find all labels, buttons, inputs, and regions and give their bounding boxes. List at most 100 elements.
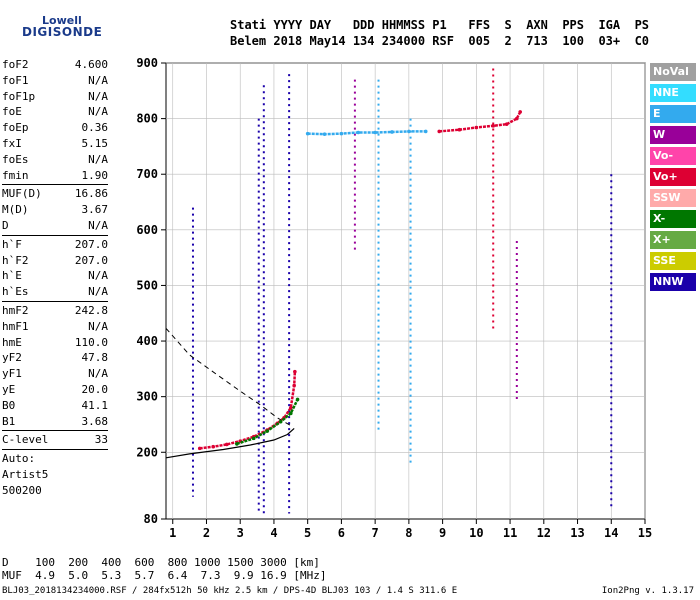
trace-point	[457, 127, 462, 132]
param-row: foEp 0.36	[2, 120, 108, 136]
y-tick-label: 800	[136, 112, 158, 126]
param-row: hmE 110.0	[2, 335, 108, 351]
param-key: foEs	[2, 152, 29, 166]
param-key: fxI	[2, 136, 22, 150]
logo-digisonde: DIGISONDE	[22, 25, 103, 39]
y-tick-label: 300	[136, 390, 158, 404]
legend-item-x-: X-	[650, 210, 696, 228]
trace-point	[295, 397, 300, 402]
param-row: fmin 1.90	[2, 168, 108, 184]
trace-point	[224, 442, 229, 447]
legend-item-vo-: Vo+	[650, 168, 696, 186]
param-key: Auto:	[2, 452, 36, 466]
y-tick-label: 500	[136, 278, 158, 292]
logo-lowell: Lowell	[42, 14, 82, 27]
param-row: yF2 47.8	[2, 350, 108, 366]
x-tick-label: 2	[203, 526, 210, 540]
x-tick-label: 1	[169, 526, 176, 540]
param-key: hmE	[2, 335, 22, 349]
param-value: N/A	[88, 105, 108, 119]
legend-item-vo-: Vo-	[650, 147, 696, 165]
trace-point	[289, 411, 293, 416]
trace-point	[293, 369, 297, 374]
trace-point	[373, 130, 377, 135]
param-row: B1 3.68	[2, 414, 108, 430]
trace-point	[251, 436, 256, 441]
x-tick-label: 5	[304, 526, 311, 540]
muf-table-line-2: MUF 4.9 5.0 5.3 5.7 6.4 7.3 9.9 16.9 [MH…	[2, 569, 327, 582]
y-tick-label: 400	[136, 334, 158, 348]
x-tick-label: 6	[338, 526, 345, 540]
trace-point	[407, 129, 411, 134]
param-value: N/A	[88, 89, 108, 103]
legend-item-nnw: NNW	[650, 273, 696, 291]
x-tick-label: 13	[570, 526, 584, 540]
param-value: N/A	[88, 73, 108, 87]
muf-table-line-1: D 100 200 400 600 800 1000 1500 3000 [km…	[2, 556, 320, 569]
x-tick-label: 14	[604, 526, 618, 540]
legend-item-sse: SSE	[650, 252, 696, 270]
param-row: foE N/A	[2, 104, 108, 120]
echo-trace	[307, 130, 426, 136]
trace-point	[305, 131, 310, 136]
param-key: foF1p	[2, 89, 36, 103]
legend-item-x-: X+	[650, 231, 696, 249]
param-value: 47.8	[81, 351, 109, 365]
param-value: N/A	[88, 269, 108, 283]
param-key: B0	[2, 398, 16, 412]
x-tick-label: 4	[270, 526, 277, 540]
x-tick-label: 12	[537, 526, 551, 540]
header-line-2: Belem 2018 May14 134 234000 RSF 005 2 71…	[230, 34, 650, 48]
profile-solid	[165, 427, 295, 459]
trace-point	[265, 429, 269, 433]
param-separator	[2, 430, 108, 432]
trace-point	[474, 125, 479, 130]
x-tick-label: 3	[237, 526, 244, 540]
param-key: MUF(D)	[2, 187, 42, 201]
param-row: h`F2 207.0	[2, 253, 108, 269]
param-separator	[2, 449, 108, 451]
param-key: foE	[2, 105, 22, 119]
trace-point	[515, 116, 519, 121]
legend-item-ssw: SSW	[650, 189, 696, 207]
param-value: 16.86	[74, 187, 108, 201]
param-value: 5.15	[81, 136, 109, 150]
param-key: h`F2	[2, 253, 29, 267]
legend-item-noval: NoVal	[650, 63, 696, 81]
param-row: hmF2 242.8	[2, 303, 108, 319]
param-row: foF1 N/A	[2, 73, 108, 89]
y-tick-label: 900	[136, 56, 158, 70]
param-key: B1	[2, 414, 16, 428]
trace-point	[278, 419, 283, 424]
x-tick-label: 10	[469, 526, 483, 540]
param-row: h`F 207.0	[2, 237, 108, 253]
param-row: foF1p N/A	[2, 89, 108, 105]
param-value: N/A	[88, 152, 108, 166]
param-key: Artist5	[2, 467, 49, 481]
param-key: C-level	[2, 433, 49, 447]
param-key: h`Es	[2, 285, 29, 299]
x-tick-label: 11	[503, 526, 517, 540]
param-value: 110.0	[74, 335, 108, 349]
trace-point	[211, 444, 216, 449]
param-row: yE 20.0	[2, 382, 108, 398]
param-row: MUF(D) 16.86	[2, 186, 108, 202]
param-row: 500200	[2, 483, 108, 499]
param-key: h`E	[2, 269, 22, 283]
param-row: M(D) 3.67	[2, 202, 108, 218]
param-key: yF1	[2, 367, 22, 381]
param-row: Artist5	[2, 467, 108, 483]
param-key: foF1	[2, 73, 29, 87]
param-value: 33	[94, 433, 108, 447]
trace-point	[491, 124, 496, 128]
param-key: fmin	[2, 168, 29, 182]
param-row: h`E N/A	[2, 268, 108, 284]
param-value: 207.0	[74, 237, 108, 251]
param-row: yF1 N/A	[2, 366, 108, 382]
param-value: N/A	[88, 285, 108, 299]
param-row: h`Es N/A	[2, 284, 108, 300]
param-row: D N/A	[2, 218, 108, 234]
x-tick-label: 9	[439, 526, 446, 540]
trace-point	[197, 446, 202, 451]
